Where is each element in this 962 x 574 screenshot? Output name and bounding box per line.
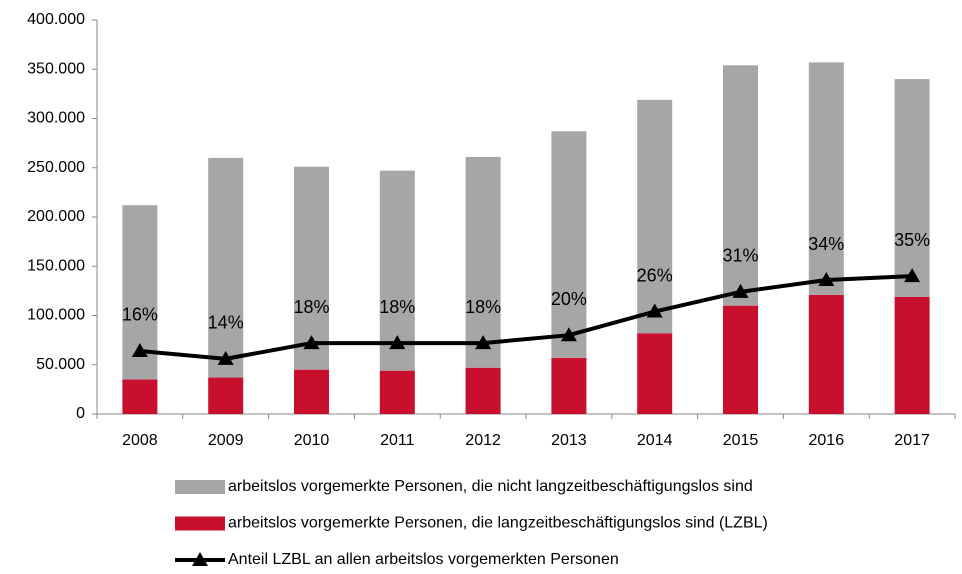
y-tick-label: 350.000 — [27, 60, 85, 77]
marker — [303, 335, 320, 350]
bar — [894, 296, 930, 414]
x-tick-label: 2009 — [208, 432, 244, 449]
x-tick-label: 2012 — [465, 432, 501, 449]
bar — [465, 367, 501, 414]
marker — [646, 303, 663, 318]
x-tick-label: 2016 — [809, 432, 845, 449]
data-label: 18% — [293, 297, 329, 317]
line — [139, 274, 913, 361]
data-label: 16% — [122, 305, 158, 325]
y-tick-label: 0 — [76, 405, 85, 422]
bar — [122, 379, 158, 414]
x-tick-label: 2014 — [637, 432, 673, 449]
bar — [723, 305, 758, 414]
legend-label: Anteil LZBL an allen arbeitslos vorgemer… — [228, 551, 619, 568]
marker — [732, 283, 749, 298]
data-label: 26% — [637, 265, 673, 285]
x-tick-label: 2017 — [894, 432, 930, 449]
legend-swatch — [175, 516, 225, 531]
marker — [475, 335, 492, 350]
legend-label: arbeitslos vorgemerkte Personen, die nic… — [228, 478, 753, 495]
marker — [131, 342, 148, 357]
bar — [294, 369, 329, 414]
data-label: 18% — [379, 297, 415, 317]
bar — [723, 65, 758, 306]
bar — [808, 294, 844, 414]
marker — [389, 335, 406, 350]
x-tick-label: 2013 — [551, 432, 587, 449]
marker — [818, 272, 835, 287]
bar — [208, 157, 244, 378]
bar — [208, 377, 244, 414]
data-label: 20% — [551, 289, 587, 309]
data-label: 14% — [208, 313, 244, 333]
y-tick-label: 200.000 — [27, 208, 85, 225]
legend-swatch — [175, 480, 225, 494]
bar — [637, 99, 673, 334]
data-label: 31% — [722, 246, 758, 266]
marker — [904, 268, 921, 283]
x-tick-label: 2010 — [294, 432, 330, 449]
bar — [808, 62, 844, 295]
data-label: 18% — [465, 297, 501, 317]
data-label: 35% — [894, 230, 930, 250]
bar — [637, 333, 673, 414]
marker — [560, 327, 577, 342]
legend-label: arbeitslos vorgemerkte Personen, die lan… — [228, 515, 768, 532]
y-tick-label: 50.000 — [36, 356, 85, 373]
legend-marker — [192, 552, 208, 566]
marker — [217, 350, 234, 365]
x-tick-label: 2011 — [380, 432, 415, 449]
bar — [379, 370, 415, 414]
y-tick-label: 100.000 — [27, 307, 85, 324]
y-tick-label: 400.000 — [27, 11, 85, 28]
x-tick-label: 2015 — [723, 432, 759, 449]
bar — [894, 79, 930, 297]
x-tick-label: 2008 — [122, 432, 158, 449]
bar — [551, 131, 587, 358]
y-tick-label: 150.000 — [27, 257, 85, 274]
bar — [551, 357, 587, 414]
data-label: 34% — [808, 234, 844, 254]
bar — [465, 156, 501, 368]
y-tick-label: 300.000 — [27, 110, 85, 127]
y-tick-label: 250.000 — [27, 159, 85, 176]
